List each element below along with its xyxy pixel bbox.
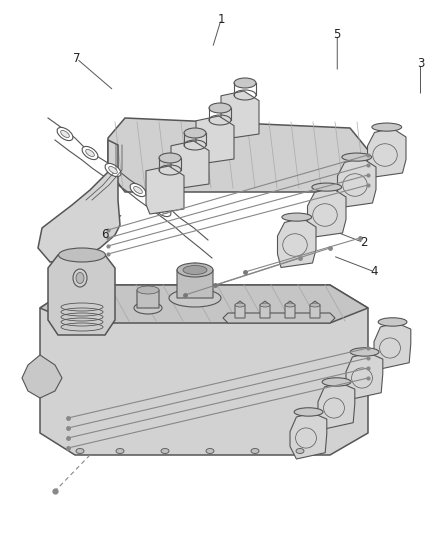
Text: 3: 3 [417, 58, 424, 70]
Ellipse shape [310, 303, 320, 307]
Ellipse shape [235, 303, 245, 307]
Ellipse shape [57, 127, 73, 141]
Ellipse shape [76, 272, 84, 284]
Ellipse shape [169, 289, 221, 307]
Polygon shape [290, 413, 327, 459]
Polygon shape [285, 301, 295, 318]
Ellipse shape [159, 153, 181, 163]
Ellipse shape [177, 263, 213, 277]
Polygon shape [318, 383, 355, 429]
Ellipse shape [342, 153, 371, 161]
Ellipse shape [285, 303, 295, 307]
Polygon shape [137, 286, 159, 308]
Ellipse shape [134, 187, 142, 193]
Ellipse shape [161, 448, 169, 454]
Ellipse shape [134, 302, 162, 314]
Polygon shape [177, 263, 213, 298]
Polygon shape [338, 158, 376, 207]
Polygon shape [260, 301, 270, 318]
Polygon shape [278, 218, 316, 268]
Ellipse shape [294, 408, 323, 416]
Polygon shape [196, 116, 234, 164]
Ellipse shape [60, 131, 69, 138]
Ellipse shape [76, 448, 84, 454]
Text: 1: 1 [217, 13, 225, 26]
Ellipse shape [378, 318, 407, 326]
Ellipse shape [296, 448, 304, 454]
Ellipse shape [322, 378, 351, 386]
Ellipse shape [159, 206, 167, 214]
Polygon shape [146, 166, 184, 214]
Ellipse shape [234, 78, 256, 88]
Polygon shape [346, 353, 383, 399]
Text: 7: 7 [73, 52, 81, 65]
Polygon shape [367, 128, 406, 177]
Ellipse shape [130, 183, 146, 197]
Ellipse shape [282, 213, 311, 221]
Text: 4: 4 [371, 265, 378, 278]
Ellipse shape [251, 448, 259, 454]
Polygon shape [40, 285, 368, 323]
Polygon shape [310, 301, 320, 318]
Polygon shape [374, 323, 411, 369]
Text: 5: 5 [334, 28, 341, 41]
Polygon shape [171, 141, 209, 189]
Ellipse shape [116, 448, 124, 454]
Ellipse shape [82, 147, 98, 159]
Ellipse shape [109, 166, 117, 174]
Ellipse shape [155, 204, 171, 216]
Polygon shape [108, 118, 368, 192]
Ellipse shape [260, 303, 270, 307]
Text: 6: 6 [101, 228, 109, 241]
Text: 2: 2 [360, 236, 367, 249]
Polygon shape [223, 313, 335, 323]
Ellipse shape [183, 265, 207, 274]
Polygon shape [235, 301, 245, 318]
Polygon shape [307, 188, 346, 238]
Ellipse shape [73, 269, 87, 287]
Polygon shape [38, 140, 120, 262]
Polygon shape [221, 91, 259, 139]
Polygon shape [40, 285, 368, 455]
Ellipse shape [206, 448, 214, 454]
Ellipse shape [137, 286, 159, 294]
Ellipse shape [59, 248, 106, 262]
Ellipse shape [350, 348, 379, 356]
Ellipse shape [184, 128, 206, 138]
Ellipse shape [86, 149, 94, 157]
Ellipse shape [209, 103, 231, 113]
Polygon shape [48, 255, 115, 335]
Ellipse shape [372, 123, 402, 131]
Polygon shape [22, 355, 62, 398]
Ellipse shape [312, 183, 342, 191]
Ellipse shape [105, 164, 121, 176]
